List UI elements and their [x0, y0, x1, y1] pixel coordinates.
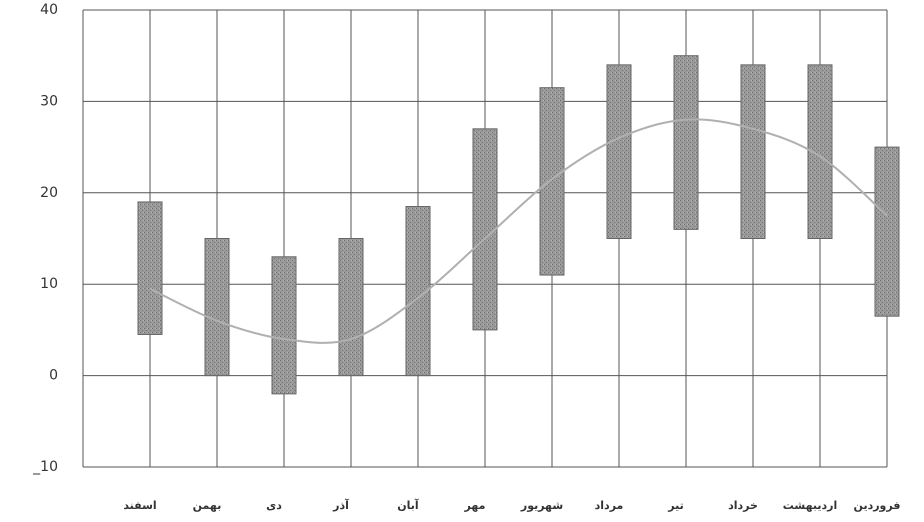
x-tick-label: مرداد [595, 499, 624, 512]
x-tick-label: فروردین [854, 499, 901, 512]
x-tick-label: اردیبهشت [783, 499, 837, 512]
x-tick-label: مهر [464, 499, 486, 512]
range-bar [338, 238, 364, 377]
x-tick-label: اسفند [123, 499, 156, 512]
x-tick-label: آبان [397, 498, 419, 512]
range-bar [472, 128, 498, 331]
y-tick-label: 20 [40, 185, 58, 201]
range-bar [137, 201, 163, 335]
x-tick-label: بهمن [193, 499, 222, 512]
x-tick-label: آذر [332, 498, 349, 512]
y-tick-label: 30 [40, 93, 58, 109]
range-bar [204, 238, 230, 377]
curve [149, 118, 888, 344]
x-tick-label: دی [266, 499, 282, 512]
range-bar [740, 64, 766, 239]
x-tick-label: تیر [667, 499, 683, 512]
x-tick-label: خرداد [728, 499, 758, 512]
y-tick-label: _10 [32, 459, 58, 475]
x-tick-label: شهریور [520, 499, 563, 512]
y-tick-label: 0 [49, 368, 58, 384]
y-tick-label: 10 [40, 276, 58, 292]
range-bar [673, 55, 699, 230]
range-bar [874, 146, 900, 317]
y-tick-label: 40 [40, 2, 58, 18]
range-bar [271, 256, 297, 395]
range-bar [539, 87, 565, 276]
range-bar [606, 64, 632, 239]
